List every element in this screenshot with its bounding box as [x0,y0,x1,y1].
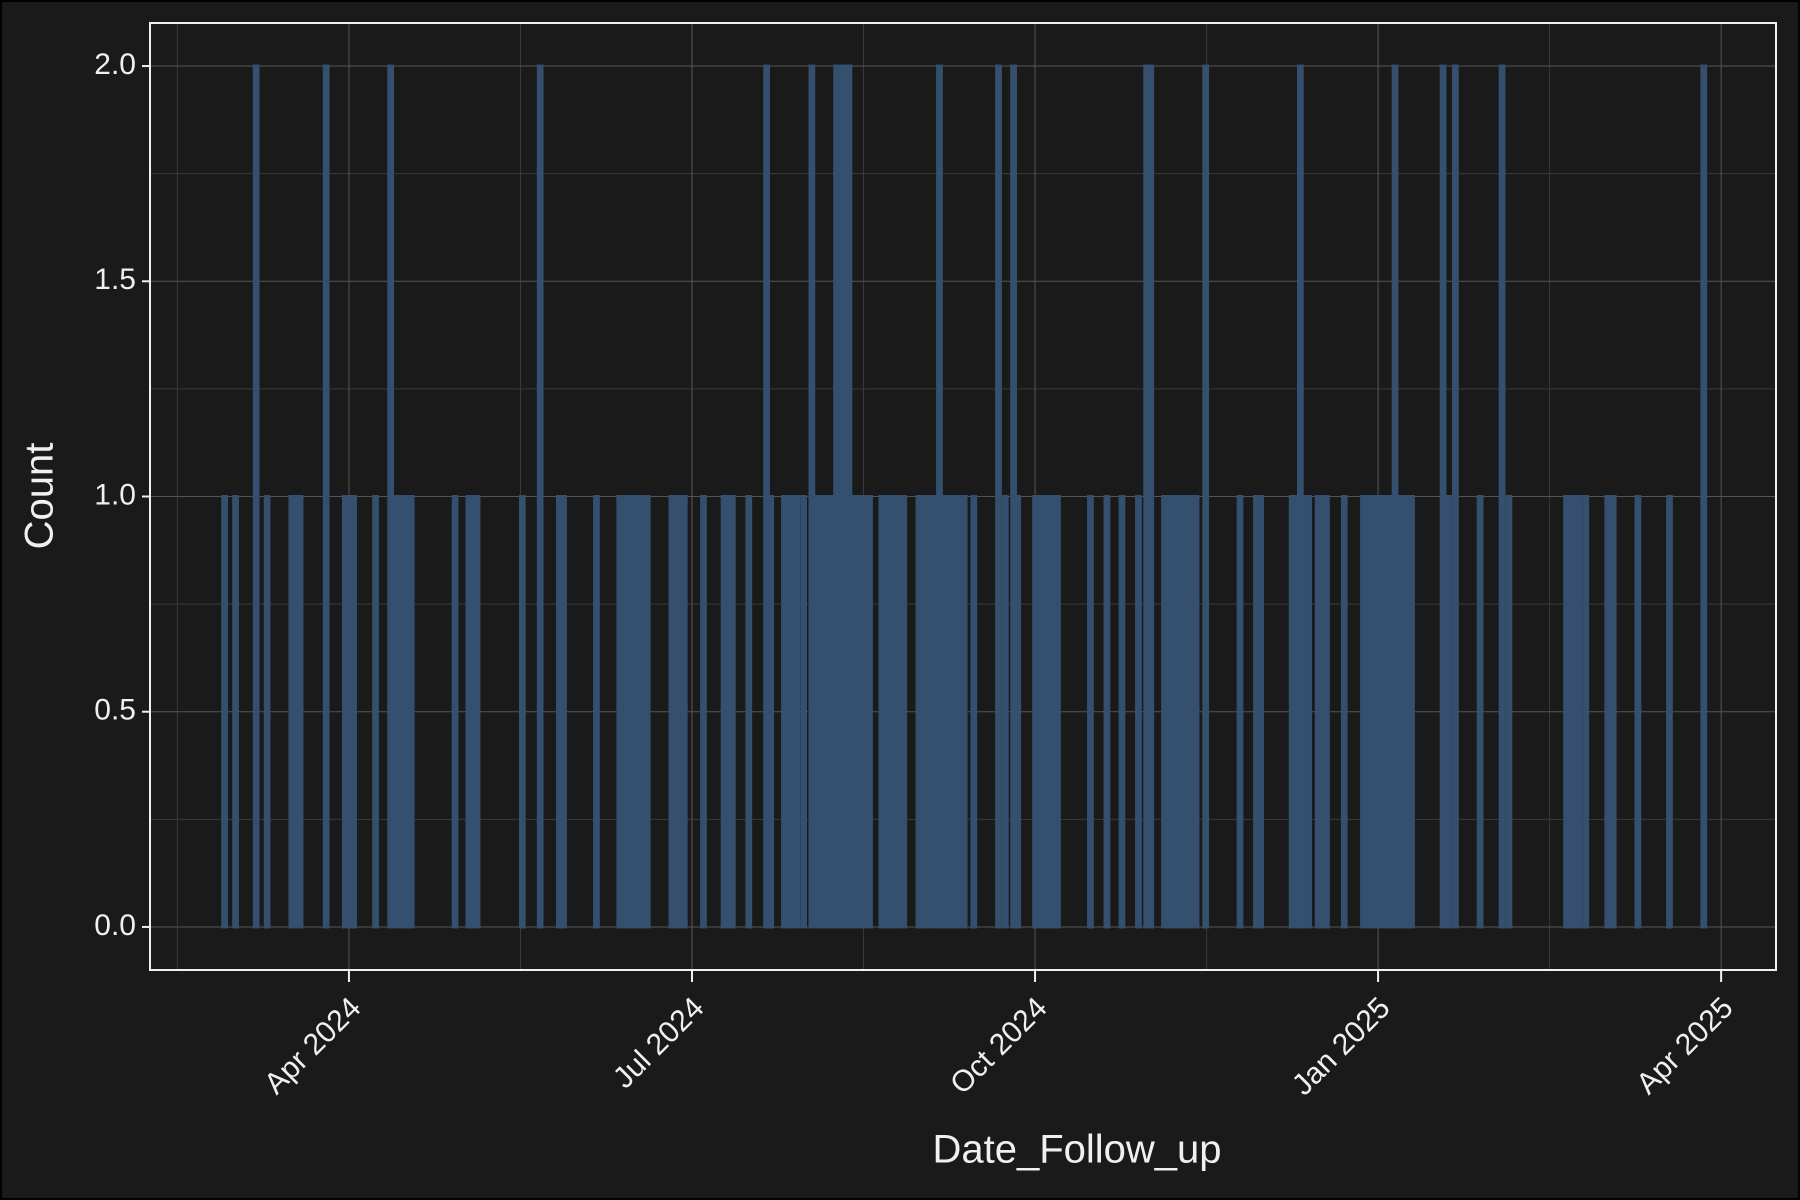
bar [1202,64,1210,929]
bar [1575,495,1583,929]
bar [680,495,688,929]
x-axis-title: Date_Follow_up [932,1128,1221,1172]
bar [1103,495,1111,929]
bar [767,495,775,929]
y-tick-label: 1.0 [94,478,136,511]
bar [536,64,544,929]
bar [700,495,707,929]
bar [970,495,978,929]
bar [1498,64,1506,929]
bar [1700,64,1708,929]
bar [1192,495,1200,929]
bar [1087,495,1094,929]
bar [1323,495,1330,929]
bar [1147,64,1155,929]
bar [1408,495,1415,929]
bar [1054,495,1061,929]
y-tick-label: 0.5 [94,694,136,727]
bar [728,495,736,929]
bar [372,495,379,929]
bar [643,495,651,929]
bar [518,495,526,929]
bar [1505,495,1513,929]
bar [1236,495,1244,929]
bar [451,495,459,929]
bar [1634,495,1642,929]
bar [221,495,228,929]
bar [900,495,908,929]
bar [1014,495,1022,929]
bar [866,495,873,929]
bar [745,495,753,929]
bar [894,495,902,929]
bar [407,495,415,929]
y-axis-title: Count [18,443,62,550]
bar [1445,495,1452,929]
bar [800,495,808,929]
bar [1452,64,1459,929]
bar [927,495,935,929]
y-tick-label: 2.0 [94,48,136,81]
y-tick-label: 1.5 [94,263,136,296]
bar [1439,64,1447,929]
bar [960,495,968,929]
bar [1257,495,1264,929]
bar [1476,495,1484,929]
bar [252,64,260,929]
bar [263,495,271,929]
bar [1001,495,1009,929]
bars [221,64,1708,929]
bar [1582,495,1590,929]
bar [1048,495,1056,929]
y-tick-label: 0.0 [94,909,136,942]
bar [1340,495,1348,929]
bar [1305,495,1312,929]
bar [296,495,304,929]
bar [1609,495,1617,929]
bar [1666,495,1673,929]
bar [232,495,239,929]
bar [793,495,801,929]
bar [860,495,868,929]
bar [1135,495,1142,929]
bar [350,495,357,929]
bar [560,495,567,929]
bar [1604,495,1612,929]
bar [995,64,1002,929]
bar [387,64,395,929]
bar [593,495,600,929]
bar [473,495,481,929]
bar [322,64,330,929]
bar [1118,495,1126,929]
